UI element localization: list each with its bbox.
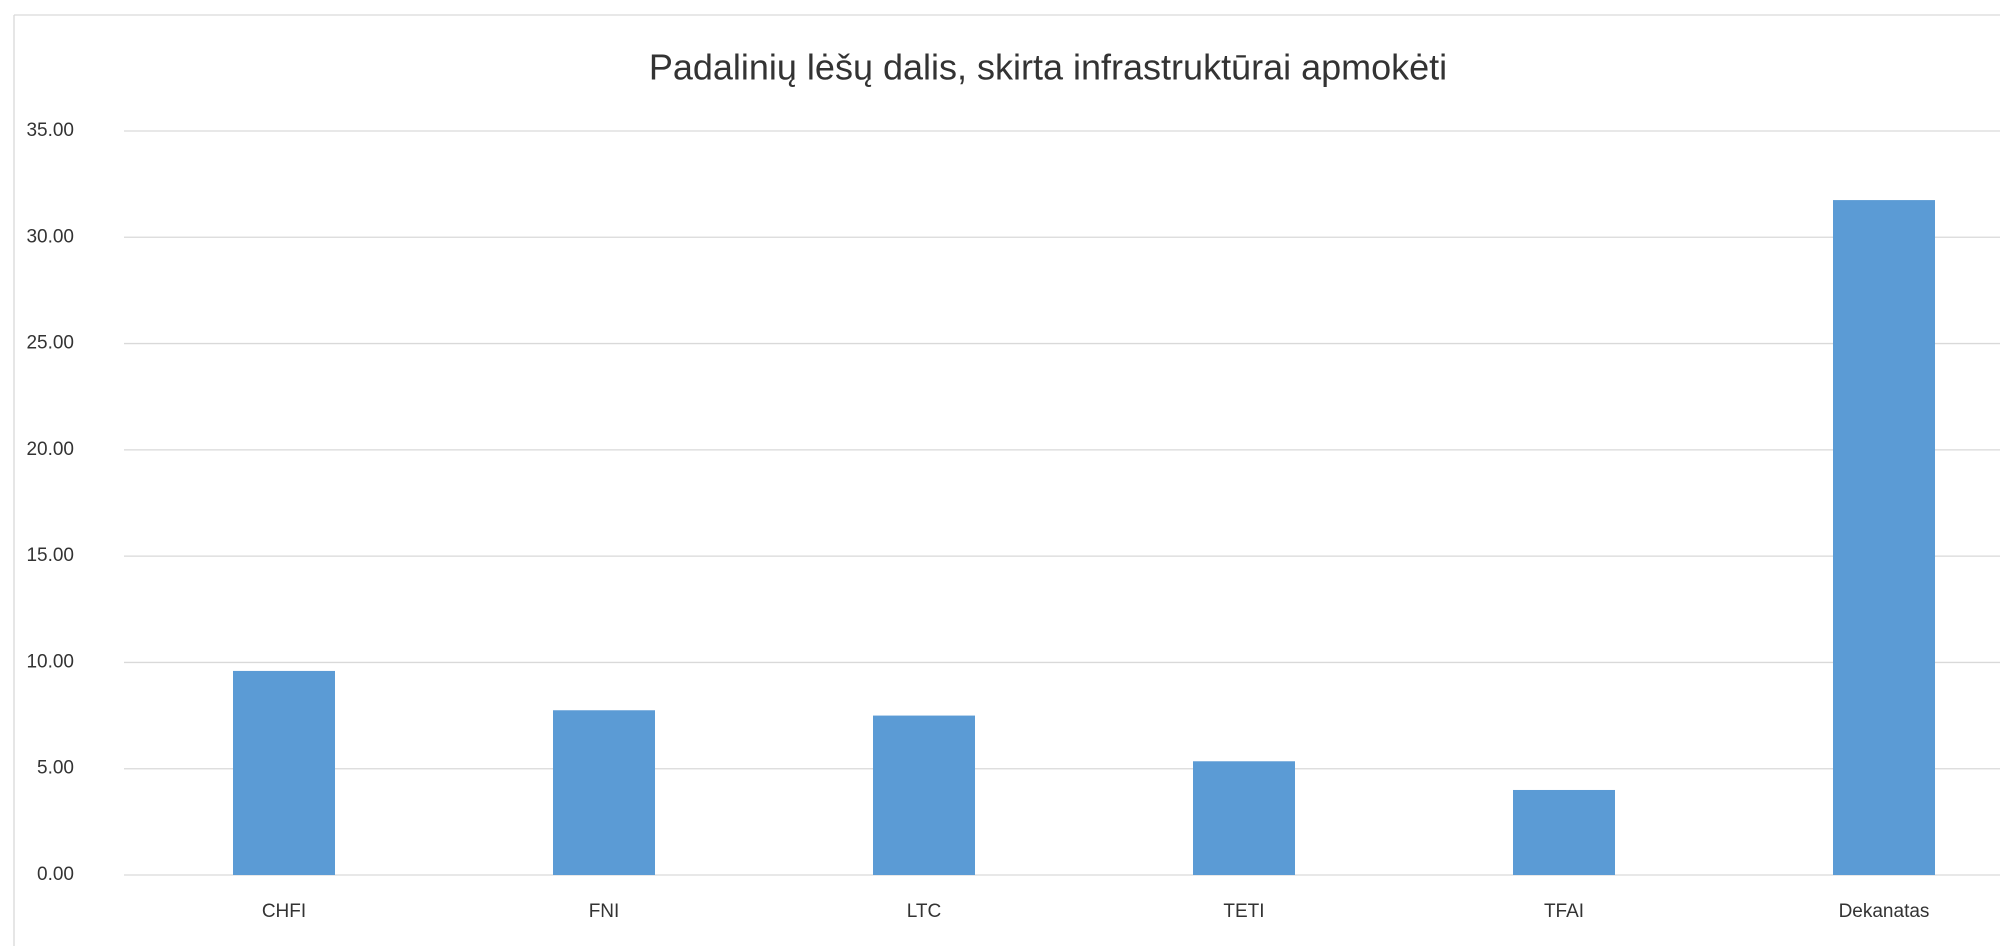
bar bbox=[233, 670, 335, 875]
x-tick-label: CHFI bbox=[262, 901, 306, 922]
y-tick-label: 25.00 bbox=[26, 333, 74, 354]
bar bbox=[873, 715, 975, 875]
bar bbox=[553, 710, 655, 875]
y-tick-label: 15.00 bbox=[26, 545, 74, 566]
bar bbox=[1833, 200, 1935, 876]
bar bbox=[1513, 789, 1615, 875]
x-tick-label: TETI bbox=[1223, 901, 1264, 922]
y-tick-label: 20.00 bbox=[26, 439, 74, 460]
y-tick-label: 30.00 bbox=[26, 226, 74, 247]
y-tick-label: 10.00 bbox=[26, 651, 74, 672]
y-tick-label: 5.00 bbox=[37, 758, 74, 779]
bar bbox=[1193, 761, 1295, 875]
x-tick-label: FNI bbox=[589, 901, 620, 922]
y-tick-label: 35.00 bbox=[26, 120, 74, 141]
y-tick-label: 0.00 bbox=[37, 864, 74, 885]
x-tick-label: LTC bbox=[907, 901, 941, 922]
x-tick-label: TFAI bbox=[1544, 901, 1584, 922]
chart-title: Padalinių lėšų dalis, skirta infrastrukt… bbox=[649, 47, 1447, 88]
x-tick-label: Dekanatas bbox=[1839, 901, 1930, 922]
